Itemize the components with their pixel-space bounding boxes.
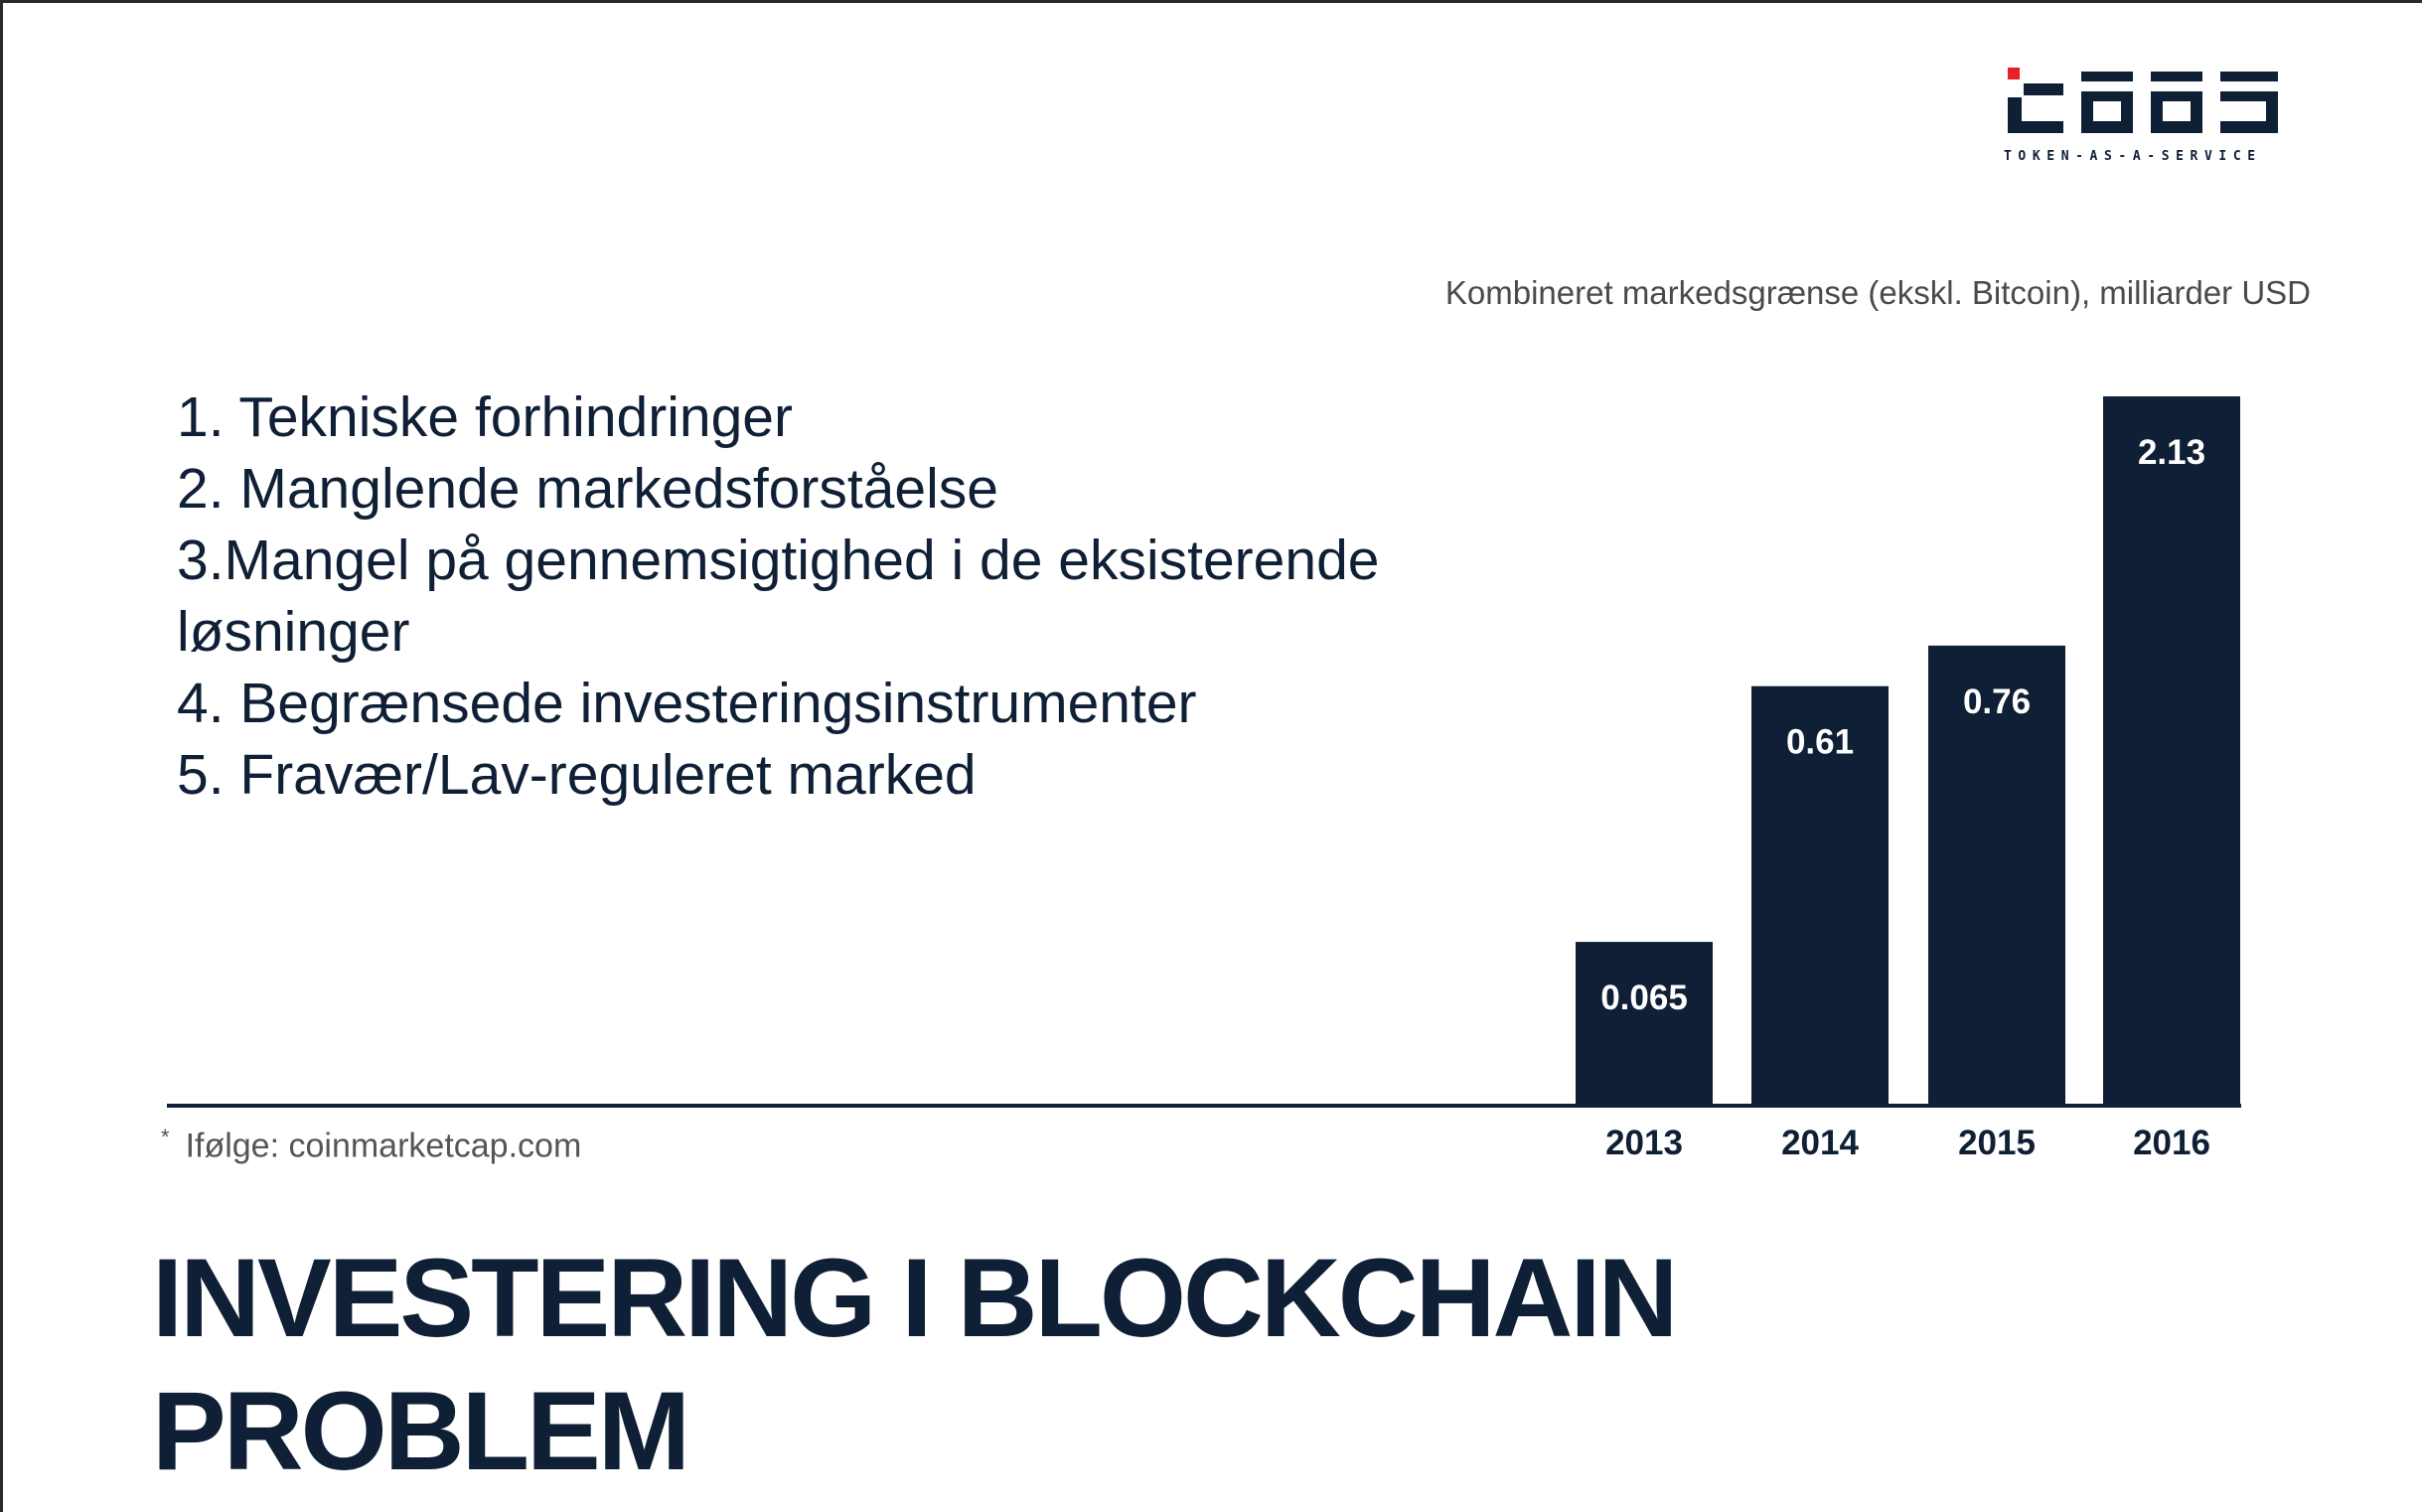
problem-list: 1. Tekniske forhindringer 2. Manglende m… [177, 381, 1727, 811]
bar-2015 [1928, 645, 2065, 1106]
data-label-2016: 2.13 [2138, 433, 2205, 472]
logo-mark [2008, 68, 2278, 133]
footnote-star: * [161, 1125, 170, 1149]
x-tick-label-2015: 2015 [1958, 1124, 2036, 1162]
headline-line-1: INVESTERING I BLOCKCHAIN [152, 1236, 1678, 1360]
bar-2014 [1751, 685, 1889, 1106]
problem-item-2: 2. Manglende markedsforståelse [177, 457, 998, 521]
problem-item-4: 4. Begrænsede investeringsinstrumenter [177, 672, 1197, 735]
chart-title: Kombineret markedsgrænse (ekskl. Bitcoin… [1444, 274, 2311, 311]
problem-item-3-continued: løsninger [177, 600, 410, 664]
logo-letter-t [2008, 83, 2063, 133]
footnote: * Ifølge: coinmarketcap.com [161, 1125, 581, 1165]
bar-2013 [1576, 942, 1713, 1106]
logo-subtitle: TOKEN-AS-A-SERVICE [2004, 149, 2262, 164]
x-tick-label-2016: 2016 [2133, 1124, 2210, 1162]
logo-letter-s [2220, 72, 2278, 133]
footnote-source: Ifølge: coinmarketcap.com [185, 1127, 582, 1165]
logo-taas: TOKEN-AS-A-SERVICE [2002, 64, 2290, 173]
data-label-2013: 0.065 [1600, 979, 1688, 1017]
logo-letter-a1 [2081, 72, 2133, 133]
data-label-2015: 0.76 [1963, 682, 2031, 721]
frame-top-border [0, 0, 2422, 3]
headline: INVESTERING I BLOCKCHAIN PROBLEM [152, 1232, 1678, 1498]
x-tick-label-2013: 2013 [1605, 1124, 1683, 1162]
problem-item-5: 5. Fravær/Lav-reguleret marked [177, 743, 977, 807]
problem-item-3: 3.Mangel på gennemsigtighed i de eksiste… [177, 529, 1380, 592]
logo-accent-square [2008, 68, 2020, 79]
frame-left-border [0, 0, 3, 1512]
headline-line-2: PROBLEM [152, 1369, 690, 1493]
data-label-2014: 0.61 [1786, 723, 1854, 762]
x-tick-label-2014: 2014 [1781, 1124, 1859, 1162]
bar-2016 [2103, 396, 2240, 1106]
problem-item-1: 1. Tekniske forhindringer [177, 385, 793, 449]
logo-letter-a2 [2151, 72, 2202, 133]
